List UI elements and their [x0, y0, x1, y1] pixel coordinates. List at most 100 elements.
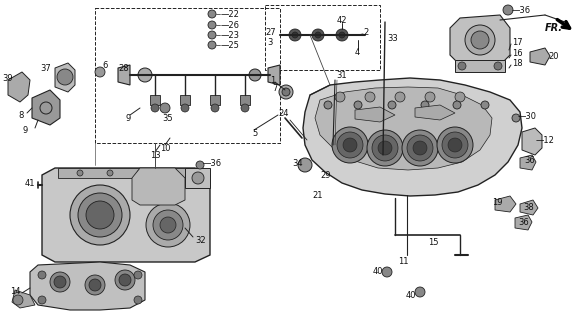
Circle shape	[50, 272, 70, 292]
Text: 6: 6	[102, 60, 107, 69]
Circle shape	[134, 271, 142, 279]
Text: 5: 5	[252, 129, 257, 138]
Circle shape	[458, 62, 466, 70]
Text: 28: 28	[118, 63, 128, 73]
Text: 1: 1	[270, 76, 275, 84]
Polygon shape	[42, 168, 210, 262]
Circle shape	[332, 127, 368, 163]
Text: 38: 38	[523, 203, 534, 212]
Text: 14: 14	[10, 287, 20, 297]
Text: 3: 3	[267, 37, 272, 46]
Polygon shape	[30, 262, 145, 310]
Text: 24: 24	[278, 108, 289, 117]
Text: 36: 36	[524, 156, 535, 164]
Polygon shape	[180, 95, 190, 105]
Polygon shape	[495, 196, 516, 212]
Circle shape	[354, 101, 362, 109]
Polygon shape	[132, 168, 185, 205]
Polygon shape	[210, 95, 220, 105]
Circle shape	[241, 104, 249, 112]
Polygon shape	[520, 155, 536, 170]
Circle shape	[249, 69, 261, 81]
Text: —36: —36	[203, 158, 222, 167]
Circle shape	[70, 185, 130, 245]
Circle shape	[343, 138, 357, 152]
Circle shape	[481, 101, 489, 109]
Circle shape	[138, 68, 152, 82]
Circle shape	[292, 32, 298, 38]
Text: FR.: FR.	[545, 23, 563, 33]
Polygon shape	[8, 72, 30, 102]
Circle shape	[38, 296, 46, 304]
Circle shape	[208, 41, 216, 49]
Text: 20: 20	[548, 52, 558, 60]
Circle shape	[95, 67, 105, 77]
Text: 9: 9	[125, 114, 130, 123]
Text: 35: 35	[162, 114, 173, 123]
Circle shape	[324, 101, 332, 109]
Circle shape	[77, 170, 83, 176]
Circle shape	[388, 101, 396, 109]
Text: 17: 17	[512, 37, 523, 46]
Bar	[265, 5, 380, 70]
Text: —30: —30	[518, 111, 537, 121]
Polygon shape	[415, 105, 455, 120]
Text: 16: 16	[512, 49, 523, 58]
Text: 7: 7	[272, 84, 277, 92]
Circle shape	[448, 138, 462, 152]
Circle shape	[279, 85, 293, 99]
Text: 21: 21	[312, 190, 322, 199]
Circle shape	[336, 29, 348, 41]
Polygon shape	[455, 60, 505, 72]
Bar	[95, 8, 280, 143]
Text: 15: 15	[428, 237, 439, 246]
Text: 8: 8	[18, 110, 23, 119]
Circle shape	[315, 32, 321, 38]
Circle shape	[494, 62, 502, 70]
Circle shape	[208, 10, 216, 18]
Polygon shape	[520, 200, 538, 215]
Text: 11: 11	[398, 258, 408, 267]
Circle shape	[119, 274, 131, 286]
Text: 37: 37	[40, 63, 51, 73]
Text: —36: —36	[512, 5, 531, 14]
Polygon shape	[240, 95, 250, 105]
Text: 33: 33	[387, 34, 398, 43]
Circle shape	[289, 29, 301, 41]
Text: —12: —12	[536, 135, 555, 145]
Circle shape	[413, 141, 427, 155]
Polygon shape	[55, 63, 75, 92]
Circle shape	[367, 130, 403, 166]
Polygon shape	[32, 90, 60, 125]
Circle shape	[471, 31, 489, 49]
Text: 4: 4	[355, 47, 360, 57]
Text: 34: 34	[292, 158, 303, 167]
Circle shape	[312, 29, 324, 41]
Polygon shape	[12, 290, 35, 308]
Circle shape	[196, 161, 204, 169]
Text: 18: 18	[512, 59, 523, 68]
Circle shape	[365, 92, 375, 102]
Polygon shape	[522, 128, 542, 155]
Circle shape	[337, 132, 363, 158]
Circle shape	[395, 92, 405, 102]
Circle shape	[107, 170, 113, 176]
Polygon shape	[530, 48, 550, 65]
Circle shape	[442, 132, 468, 158]
Circle shape	[339, 32, 345, 38]
Circle shape	[153, 210, 183, 240]
Polygon shape	[315, 87, 492, 170]
Circle shape	[335, 92, 345, 102]
Text: 2: 2	[363, 28, 368, 36]
Polygon shape	[150, 95, 160, 105]
Circle shape	[372, 135, 398, 161]
Circle shape	[298, 158, 312, 172]
Text: 42: 42	[337, 15, 347, 25]
Circle shape	[415, 287, 425, 297]
Circle shape	[13, 295, 23, 305]
Circle shape	[134, 296, 142, 304]
Polygon shape	[268, 65, 280, 85]
Circle shape	[208, 21, 216, 29]
Circle shape	[208, 31, 216, 39]
Circle shape	[402, 130, 438, 166]
